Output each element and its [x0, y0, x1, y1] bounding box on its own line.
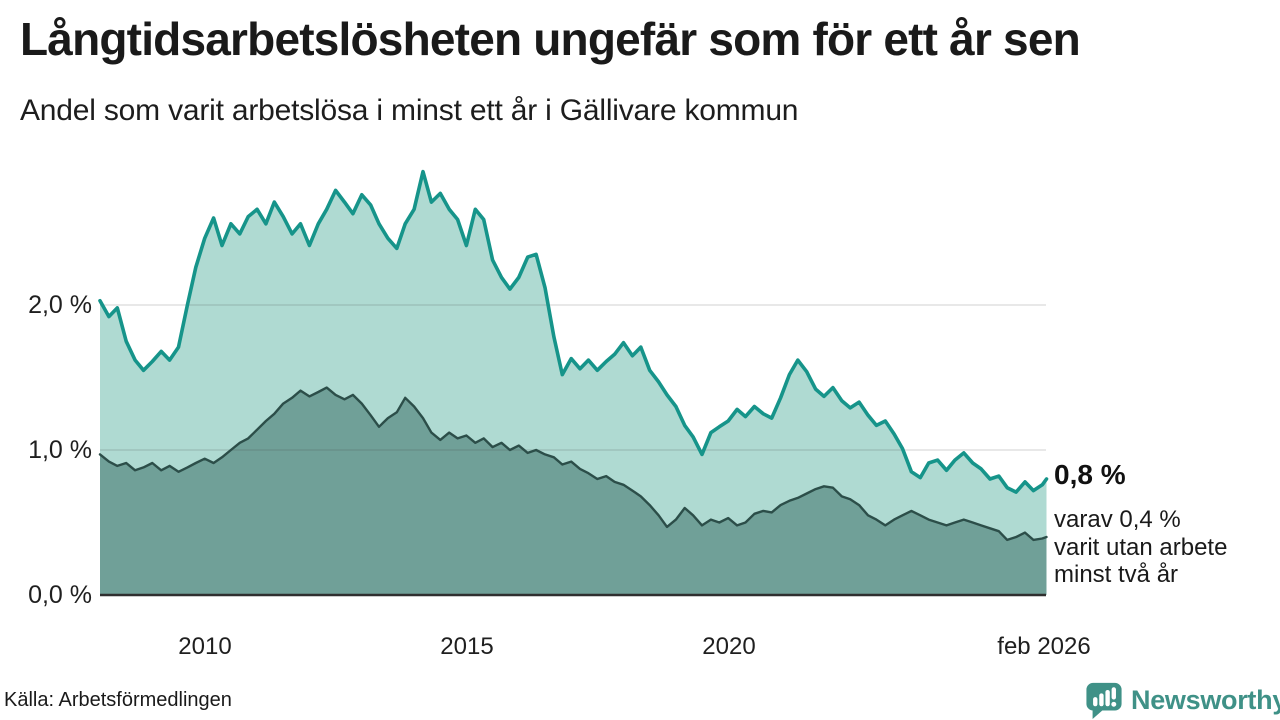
page-subtitle: Andel som varit arbetslösa i minst ett å…	[20, 94, 799, 127]
end-value-label: 0,8 %	[1054, 459, 1126, 490]
newsworthy-logo[interactable]: Newsworthy	[1085, 681, 1280, 719]
y-tick-label-1: 1,0 %	[28, 436, 92, 464]
y-tick-label-2: 2,0 %	[28, 291, 92, 319]
x-tick-label-2010: 2010	[178, 633, 232, 660]
annotation-line: varit utan arbete	[1054, 533, 1228, 561]
page-title: Långtidsarbetslösheten ungefär som för e…	[20, 13, 1081, 65]
newsworthy-icon	[1086, 682, 1122, 719]
annotation-line: minst två år	[1054, 561, 1179, 588]
x-tick-label-2015: 2015	[440, 633, 494, 660]
line-two-years	[98, 386, 1048, 542]
y-tick-label-0: 0,0 %	[28, 581, 92, 609]
annotation-detail: varav 0,4 % varit utan arbete minst två …	[1054, 506, 1227, 589]
x-tick-label-feb-2026: feb 2026	[997, 633, 1091, 660]
annotation-line: varav 0,4 %	[1054, 506, 1181, 533]
x-tick-label-2020: 2020	[702, 633, 756, 660]
area-two-years	[100, 387, 1047, 595]
line-total-long-term	[98, 169, 1049, 494]
source-note: Källa: Arbetsförmedlingen	[4, 689, 232, 711]
newsworthy-logo-text: Newsworthy	[1131, 684, 1280, 715]
